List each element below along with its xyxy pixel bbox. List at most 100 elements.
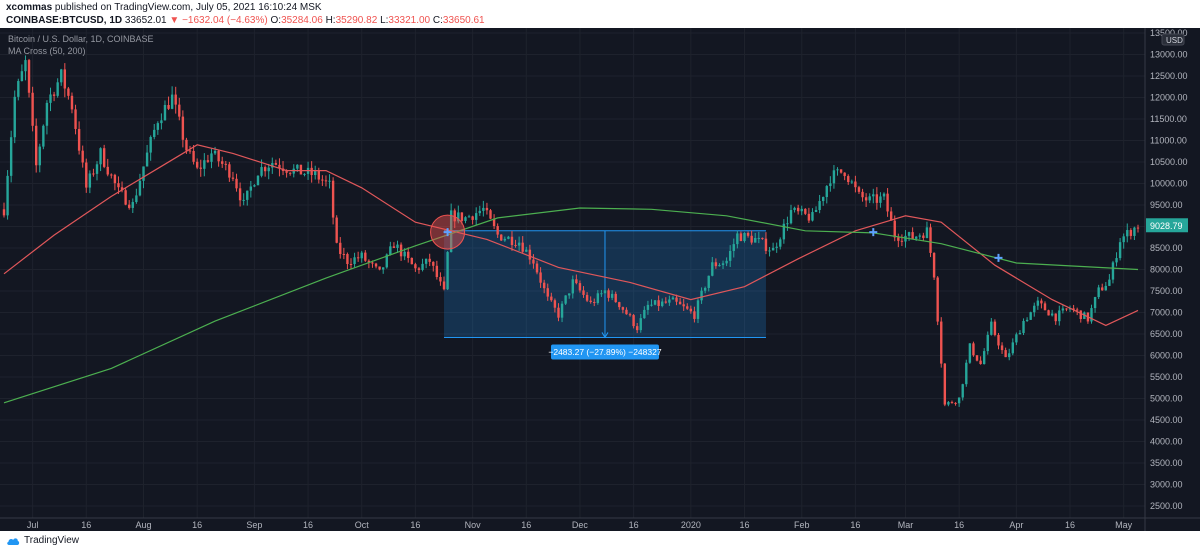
candle-body <box>653 300 657 305</box>
candle-body <box>968 343 972 363</box>
candle-body <box>793 207 796 211</box>
price-tick-label: 10000.00 <box>1150 179 1188 189</box>
candle-body <box>678 301 682 305</box>
candle-body <box>81 150 84 163</box>
high-value: 35290.82 <box>335 15 378 26</box>
candle-body <box>814 209 818 213</box>
candle-body <box>228 164 231 178</box>
publisher-name[interactable]: xcommas <box>6 2 53 13</box>
candle-body <box>922 235 925 238</box>
time-tick-label: Feb <box>794 520 810 530</box>
candle-body <box>331 180 335 218</box>
candle-body <box>85 162 88 188</box>
price-tick-label: 3500.00 <box>1150 458 1183 468</box>
candle-body <box>1065 308 1068 310</box>
candle-body <box>796 207 800 212</box>
price-tick-label: 2500.00 <box>1150 501 1183 511</box>
candle-body <box>1043 303 1047 311</box>
candle-body <box>34 125 38 166</box>
high-label: H: <box>325 15 336 26</box>
candle-body <box>52 94 56 96</box>
candle-body <box>1072 308 1075 310</box>
candle-body <box>836 169 839 171</box>
time-tick-label: May <box>1115 520 1133 530</box>
candle-body <box>1083 312 1086 320</box>
candle-body <box>689 308 693 312</box>
price-tick-label: 8000.00 <box>1150 265 1183 275</box>
candle-body <box>31 92 34 126</box>
candle-body <box>1101 287 1104 291</box>
candle-body <box>482 207 485 211</box>
candle-body <box>432 261 435 266</box>
candle-body <box>510 236 514 245</box>
chart-pane[interactable] <box>0 28 1200 531</box>
price-chart[interactable]: 13500.00 13000.00 12500.00 12000.00 11500.00… <box>0 28 1200 531</box>
candle-body <box>1004 350 1007 358</box>
candle-body <box>299 164 303 175</box>
candle-body <box>457 212 460 222</box>
last-price: 33652.01 <box>124 15 167 26</box>
candle-body <box>603 290 607 294</box>
measure-arrow-icon <box>601 332 609 339</box>
candle-body <box>328 180 331 182</box>
candle-body <box>965 362 968 385</box>
tradingview-brand[interactable]: TradingView <box>24 535 80 546</box>
low-label: L: <box>380 15 389 26</box>
symbol-label: COINBASE:BTCUSD, 1D <box>6 15 123 26</box>
time-tick-label: Mar <box>898 520 914 530</box>
candle-body <box>13 96 16 138</box>
candle-body <box>260 167 263 176</box>
candle-body <box>256 175 260 186</box>
price-tick-label: 5500.00 <box>1150 372 1183 382</box>
time-tick-label: 16 <box>192 520 202 530</box>
candle-body <box>911 232 914 239</box>
candle-body <box>485 207 489 211</box>
candle-body <box>203 160 206 169</box>
candle-body <box>185 139 188 151</box>
candle-body <box>396 244 399 248</box>
candle-body <box>310 167 313 176</box>
candle-body <box>2 209 6 216</box>
candle-body <box>771 247 775 251</box>
candle-body <box>682 304 685 307</box>
candle-body <box>99 148 102 165</box>
candle-body <box>70 95 74 110</box>
candle-body <box>986 334 989 352</box>
candle-body <box>274 163 278 165</box>
candle-body <box>156 123 160 130</box>
candle-body <box>163 105 167 121</box>
candle-body <box>210 153 213 162</box>
candle-body <box>957 397 961 404</box>
candle-body <box>728 250 732 261</box>
candles <box>2 55 1140 407</box>
candle-body <box>657 300 660 306</box>
candle-body <box>353 257 356 265</box>
candle-body <box>754 238 757 243</box>
candle-body <box>889 211 893 221</box>
candle-body <box>979 360 982 365</box>
candle-body <box>947 402 950 405</box>
candle-body <box>471 216 474 220</box>
candle-body <box>575 279 578 284</box>
time-tick-label: 16 <box>1065 520 1075 530</box>
time-tick-label: Apr <box>1009 520 1023 530</box>
candle-body <box>711 262 714 276</box>
candle-body <box>421 263 424 270</box>
candle-body <box>178 104 181 117</box>
candle-body <box>1126 230 1129 237</box>
grid-lines <box>0 28 1145 518</box>
candle-body <box>664 301 667 303</box>
candle-body <box>246 190 249 200</box>
candle-body <box>428 258 431 262</box>
candle-body <box>253 185 256 187</box>
time-tick-label: 16 <box>850 520 860 530</box>
candle-body <box>560 303 564 318</box>
price-tick-label: 9500.00 <box>1150 200 1183 210</box>
candle-body <box>1133 227 1136 236</box>
candle-body <box>997 334 1000 346</box>
candle-body <box>757 237 761 239</box>
candle-body <box>170 94 174 109</box>
chart-legend-indicator[interactable]: MA Cross (50, 200) <box>8 46 86 56</box>
candle-body <box>1050 313 1054 316</box>
candle-body <box>131 202 134 208</box>
